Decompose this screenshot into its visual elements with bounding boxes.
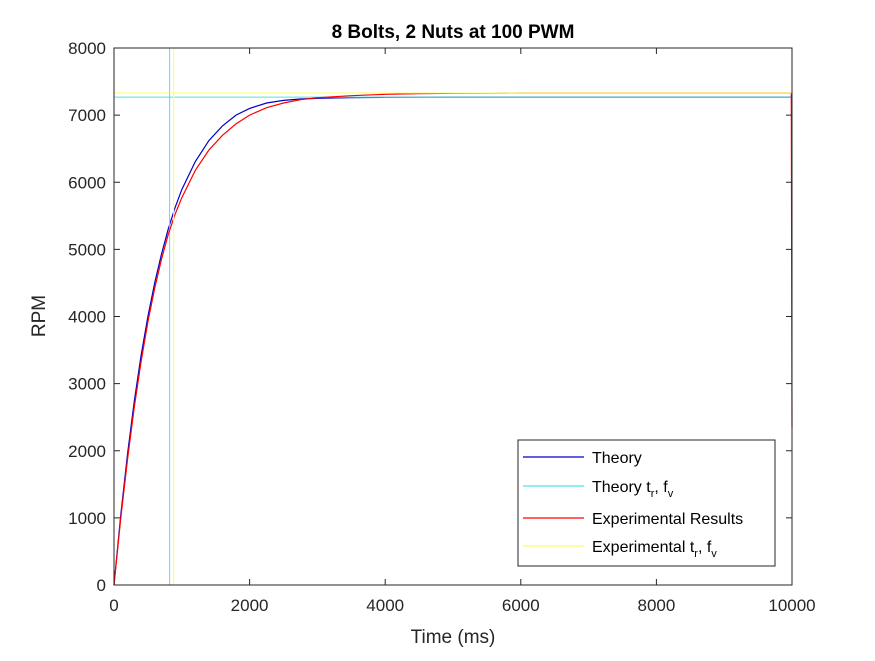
y-axis-label: RPM <box>29 295 50 337</box>
legend-label-text: Experimental t <box>592 539 695 556</box>
legend-label: Experimental tr, fv <box>592 539 717 560</box>
y-tick-label: 2000 <box>68 442 106 461</box>
series-layer <box>113 48 793 586</box>
y-tick-label: 0 <box>97 576 106 595</box>
legend-label-text: , f <box>698 539 712 556</box>
y-tick-label: 7000 <box>68 106 106 125</box>
legend-label: Theory <box>592 450 642 467</box>
legend-label-text: Theory <box>592 450 642 467</box>
chart-title: 8 Bolts, 2 Nuts at 100 PWM <box>332 22 575 43</box>
y-tick-label: 8000 <box>68 39 106 58</box>
legend-subscript: r <box>694 548 698 560</box>
legend-subscript: v <box>668 488 674 500</box>
legend-subscript: r <box>651 488 655 500</box>
x-axis-label: Time (ms) <box>411 627 496 648</box>
x-tick-label: 8000 <box>637 596 675 615</box>
x-tick-label: 2000 <box>231 596 269 615</box>
y-tick-label: 5000 <box>68 240 106 259</box>
legend-label-text: Theory t <box>592 479 651 496</box>
x-tick-label: 10000 <box>768 596 815 615</box>
y-tick-label: 4000 <box>68 308 106 327</box>
legend-label-text: , f <box>654 479 668 496</box>
legend-label: Experimental Results <box>592 511 743 528</box>
x-tick-label: 4000 <box>366 596 404 615</box>
y-tick-label: 3000 <box>68 375 106 394</box>
legend-label: Theory tr, fv <box>592 479 674 500</box>
y-tick-label: 6000 <box>68 173 106 192</box>
legend-box <box>517 439 776 567</box>
legend-label-text: Experimental Results <box>592 511 743 528</box>
legend-subscript: v <box>711 548 717 560</box>
x-tick-label: 6000 <box>502 596 540 615</box>
y-tick-label: 1000 <box>68 509 106 528</box>
ticks-layer: 0 2000 4000 6000 8000 10000 0 1000 2000 3000 4000 5… <box>68 39 815 615</box>
x-tick-label: 0 <box>109 596 118 615</box>
